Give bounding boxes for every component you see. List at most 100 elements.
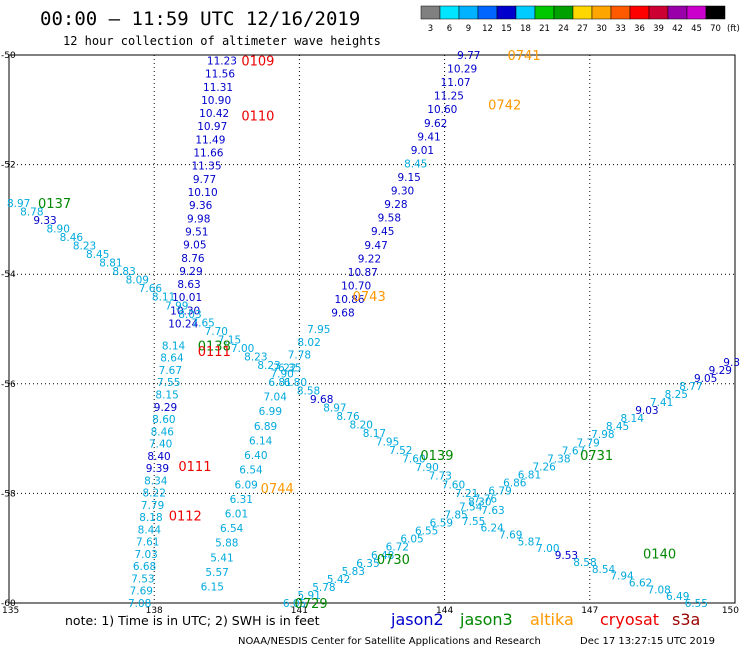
swh-value: 10.86 — [335, 294, 365, 306]
swh-value: 8.20 — [350, 420, 373, 432]
swh-value: 7.52 — [389, 445, 412, 457]
swh-value: 7.55 — [157, 377, 180, 389]
swh-value: 9.68 — [331, 308, 354, 320]
lon-tick-label: 141 — [291, 606, 308, 616]
lon-tick-label: 150 — [722, 606, 739, 616]
swh-value: 10.90 — [201, 95, 231, 107]
swh-value: 8.46 — [60, 232, 84, 244]
swh-value: 7.95 — [307, 324, 330, 336]
swh-value: 7.26 — [532, 461, 556, 473]
swh-value: 9.62 — [424, 118, 447, 130]
swh-value: 8.81 — [99, 258, 122, 270]
swh-value: 7.95 — [376, 437, 399, 449]
swh-value: 7.76 — [474, 494, 498, 506]
swh-value: 8.09 — [126, 275, 149, 287]
colorbar-swatch — [572, 5, 593, 20]
swh-value: 9.36 — [189, 200, 213, 212]
track-cryosat-0111-0112: 8.148.647.677.558.159.298.608.467.408.40… — [128, 340, 186, 610]
pass-time-label: 0109 — [241, 54, 274, 69]
swh-value: 9.45 — [371, 226, 394, 238]
swh-value: 6.54 — [239, 465, 263, 477]
track-jason3-0140: 7.556.247.695.877.009.538.588.547.946.62… — [462, 516, 708, 610]
satellite-legend: jason2 jason3 altika cryosat s3a — [390, 610, 700, 629]
swh-value: 7.79 — [576, 437, 599, 449]
colorbar-label: 30 — [596, 24, 607, 34]
colorbar: 3 6 9 12 15 18 21 24 27 30 33 36 39 42 45 70 (ft) — [420, 5, 740, 34]
swh-value: 11.23 — [207, 55, 237, 67]
track-altika-0743-tail: 7.958.027.786.35 — [278, 324, 330, 374]
pass-time-label: 0138 — [198, 339, 231, 354]
colorbar-label: 15 — [501, 24, 512, 34]
swh-value: 9.29 — [154, 402, 177, 414]
swh-value: 8.23 — [244, 351, 267, 363]
colorbar-label: 45 — [691, 24, 702, 34]
swh-value: 7.55 — [462, 516, 485, 528]
swh-value: 8.44 — [138, 524, 162, 536]
swh-value: 8.15 — [155, 389, 178, 401]
swh-value: 9.30 — [723, 357, 740, 369]
swh-value: 6.55 — [685, 598, 708, 610]
pass-time-label: 0730 — [377, 553, 410, 568]
swh-value: 7.66 — [139, 283, 163, 295]
track-altika-0744: 7.22 6.81 7.04 6.99 6.89 6.14 6.40 6.54 6.09 6.31… — [201, 362, 297, 593]
swh-value: 9.39 — [146, 463, 169, 475]
pass-time-label: 0729 — [295, 597, 328, 612]
swh-value: 7.78 — [288, 350, 311, 362]
swh-value: 8.90 — [47, 224, 70, 236]
swh-value: 8.40 — [147, 451, 170, 463]
lat-tick-label: -60 — [1, 599, 16, 609]
swh-value: 8.34 — [144, 475, 168, 487]
pass-time-label: 0742 — [488, 98, 521, 113]
swh-value: 8.18 — [139, 512, 162, 524]
swh-value: 7.69 — [130, 586, 153, 598]
swh-value: 9.15 — [397, 172, 420, 184]
lon-tick-label: 138 — [146, 606, 163, 616]
colorbar-label: 3 — [428, 24, 433, 34]
swh-value: 8.11 — [152, 292, 175, 304]
swh-value: 6.68 — [133, 561, 156, 573]
swh-value: 9.29 — [709, 365, 732, 377]
swh-value: 8.23 — [73, 241, 96, 253]
swh-value: 7.41 — [650, 397, 673, 409]
swh-value: 7.03 — [134, 549, 157, 561]
pass-time-label: 0744 — [261, 482, 294, 497]
swh-value: 7.73 — [429, 471, 452, 483]
swh-value: 8.03 — [178, 309, 201, 321]
swh-value: 7.08 — [128, 598, 151, 610]
swh-value: 8.14 — [621, 413, 645, 425]
swh-value: 6.24 — [480, 523, 504, 535]
satellite-name-jason2: jason2 — [390, 610, 444, 629]
swh-value: 5.88 — [215, 538, 238, 550]
colorbar-swatch — [591, 5, 612, 20]
lat-tick-label: -58 — [1, 489, 16, 499]
swh-value: 6.79 — [488, 485, 511, 497]
swh-value: 8.54 — [592, 564, 616, 576]
credit-left: NOAA/NESDIS Center for Satellite Applica… — [238, 636, 541, 647]
swh-value: 10.24 — [168, 319, 198, 331]
colorbar-label: 39 — [653, 24, 664, 34]
lon-tick-label: 147 — [581, 606, 598, 616]
colorbar-label: 18 — [520, 24, 531, 34]
swh-value: 7.61 — [136, 537, 159, 549]
swh-value: 6.31 — [230, 494, 253, 506]
satellite-name-s3a: s3a — [672, 610, 700, 629]
swh-value: 7.60 — [442, 479, 465, 491]
swh-value: 7.53 — [131, 573, 154, 585]
swh-value: 6.86 — [503, 477, 527, 489]
swh-value: 8.83 — [112, 266, 135, 278]
swh-value: 7.67 — [159, 365, 182, 377]
satellite-name-cryosat: cryosat — [600, 610, 659, 629]
swh-value: 7.69 — [499, 530, 522, 542]
colorbar-label: 33 — [615, 24, 626, 34]
swh-value: 6.05 — [283, 598, 306, 610]
swh-value: 11.66 — [193, 148, 223, 160]
lon-tick-label: 144 — [436, 606, 453, 616]
colorbar-label: 36 — [634, 24, 645, 34]
graticule — [9, 55, 735, 603]
swh-value: 6.35 — [278, 362, 301, 374]
swh-value: 10.01 — [172, 292, 202, 304]
swh-value: 7.15 — [218, 334, 241, 346]
